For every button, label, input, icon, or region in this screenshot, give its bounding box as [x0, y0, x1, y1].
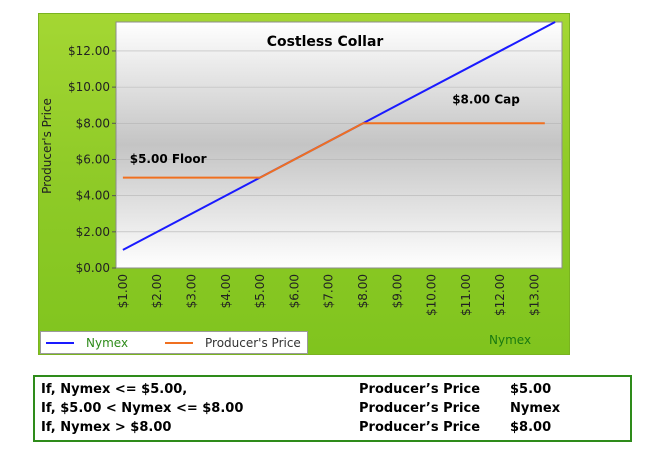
series-line-producer-s-price — [122, 122, 545, 179]
rule-row: If, Nymex > $8.00 Producer’s Price $8.00 — [35, 420, 630, 437]
y-axis-label: Producer's Price — [40, 98, 54, 194]
rule-row: If, Nymex <= $5.00, Producer’s Price $5.… — [35, 382, 630, 399]
x-tick-label: $10.00 — [425, 274, 439, 316]
annotations: $5.00 Floor $8.00 Cap — [130, 92, 521, 166]
legend-swatch-nymex — [46, 342, 74, 344]
x-tick-label: $6.00 — [287, 274, 301, 308]
y-tick-labels: $0.00 $2.00 $4.00 $6.00 $8.00 $10.00 $12.00 — [68, 44, 110, 275]
legend-item-producer-price: Producer's Price — [165, 336, 301, 350]
x-tick-label: $3.00 — [184, 274, 198, 308]
grid-lines — [116, 50, 562, 233]
x-tick-label: $11.00 — [459, 274, 473, 316]
y-tick-label: $12.00 — [68, 44, 110, 58]
y-tick-label: $8.00 — [76, 116, 110, 130]
y-tick-label: $6.00 — [76, 152, 110, 166]
rule-condition: If, Nymex > $8.00 — [41, 420, 172, 435]
rule-value: Nymex — [510, 401, 561, 416]
x-tick-label: $12.00 — [493, 274, 507, 316]
x-tick-label: $13.00 — [528, 274, 542, 316]
legend: Nymex Producer's Price — [40, 331, 308, 354]
chart-title: Costless Collar — [267, 34, 384, 50]
x-tick-label: $8.00 — [356, 274, 370, 308]
rule-label: Producer’s Price — [359, 401, 481, 416]
x-tick-labels: $1.00 $2.00 $3.00 $4.00 $5.00 $6.00 $7.00 $8.00… — [116, 274, 542, 316]
x-axis-label: Nymex — [489, 333, 532, 347]
legend-label-nymex: Nymex — [86, 336, 129, 350]
y-tick-marks — [112, 50, 116, 269]
rule-label: Producer’s Price — [359, 382, 481, 397]
y-tick-label: $10.00 — [68, 80, 110, 94]
x-tick-label: $5.00 — [253, 274, 267, 308]
x-tick-label: $1.00 — [116, 274, 130, 308]
rule-condition: If, $5.00 < Nymex <= $8.00 — [41, 401, 244, 416]
x-tick-label: $7.00 — [322, 274, 336, 308]
x-tick-label: $4.00 — [219, 274, 233, 308]
legend-label-producer-price: Producer's Price — [205, 336, 301, 350]
chart-svg: $0.00 $2.00 $4.00 $6.00 $8.00 $10.00 $12.00 $1… — [40, 21, 563, 316]
x-tick-label: $9.00 — [390, 274, 404, 308]
rule-value: $5.00 — [510, 382, 552, 397]
annotation-label: $5.00 Floor — [130, 152, 207, 166]
x-tick-label: $2.00 — [150, 274, 164, 308]
annotation-label: $8.00 Cap — [452, 92, 520, 106]
rule-row: If, $5.00 < Nymex <= $8.00 Producer’s Pr… — [35, 401, 630, 418]
legend-swatch-producer-price — [165, 342, 193, 344]
rules-box: If, Nymex <= $5.00, Producer’s Price $5.… — [33, 375, 632, 442]
rule-condition: If, Nymex <= $5.00, — [41, 382, 188, 397]
legend-item-nymex: Nymex — [46, 336, 128, 350]
y-tick-label: $4.00 — [76, 189, 110, 203]
rule-value: $8.00 — [510, 420, 552, 435]
series-lines — [122, 21, 556, 251]
plot-area — [115, 21, 563, 269]
y-tick-label: $2.00 — [76, 225, 110, 239]
y-tick-label: $0.00 — [76, 261, 110, 275]
rule-label: Producer’s Price — [359, 420, 481, 435]
